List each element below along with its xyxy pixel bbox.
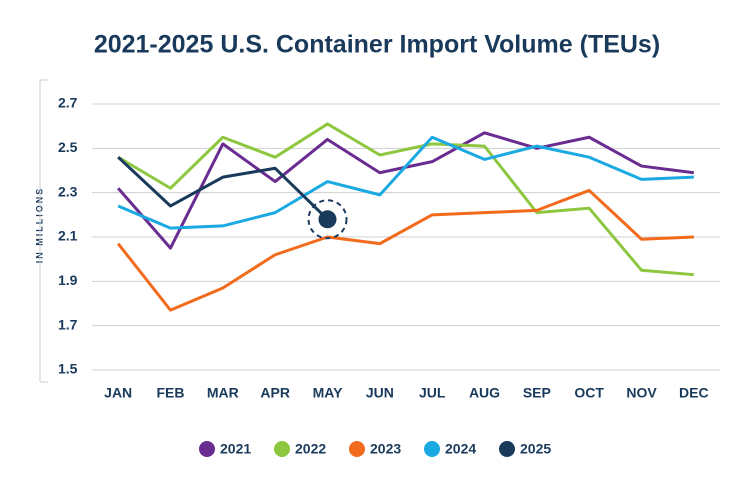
y-tick-label: 2.1 bbox=[58, 228, 78, 244]
legend-swatch bbox=[199, 441, 215, 457]
highlight-dot bbox=[318, 210, 337, 229]
chart-title: 2021-2025 U.S. Container Import Volume (… bbox=[94, 31, 660, 59]
x-tick-label: DEC bbox=[679, 385, 709, 401]
legend-label: 2022 bbox=[295, 441, 326, 457]
x-tick-label: MAY bbox=[313, 385, 343, 401]
x-tick-label: OCT bbox=[574, 385, 604, 401]
series-line bbox=[117, 122, 694, 277]
x-tick-label: APR bbox=[260, 385, 290, 401]
series-line bbox=[117, 135, 694, 230]
series-line bbox=[116, 188, 694, 312]
x-tick-label: NOV bbox=[626, 385, 657, 401]
legend-swatch bbox=[349, 441, 365, 457]
x-tick-label: AUG bbox=[469, 385, 500, 401]
x-tick-label: JUL bbox=[419, 385, 446, 401]
legend-label: 2021 bbox=[220, 441, 251, 457]
legend-label: 2025 bbox=[520, 441, 551, 457]
x-tick-label: SEP bbox=[523, 385, 551, 401]
legend-swatch bbox=[274, 441, 290, 457]
legend-label: 2023 bbox=[370, 441, 401, 457]
y-axis-label: IN MILLIONS bbox=[34, 187, 44, 264]
y-tick-label: 2.7 bbox=[58, 95, 78, 111]
series-line bbox=[117, 156, 329, 221]
x-tick-label: MAR bbox=[207, 385, 239, 401]
y-tick-label: 1.5 bbox=[58, 361, 78, 377]
x-tick-label: JUN bbox=[366, 385, 394, 401]
y-tick-label: 2.5 bbox=[58, 139, 78, 155]
legend-label: 2024 bbox=[445, 441, 476, 457]
x-tick-label: JAN bbox=[104, 385, 132, 401]
highlight-ring bbox=[307, 199, 348, 240]
x-tick-label: FEB bbox=[157, 385, 185, 401]
y-tick-label: 1.7 bbox=[58, 316, 78, 332]
legend-swatch bbox=[424, 441, 440, 457]
y-tick-label: 1.9 bbox=[58, 272, 78, 288]
y-tick-label: 2.3 bbox=[58, 183, 78, 199]
legend-swatch bbox=[499, 441, 515, 457]
